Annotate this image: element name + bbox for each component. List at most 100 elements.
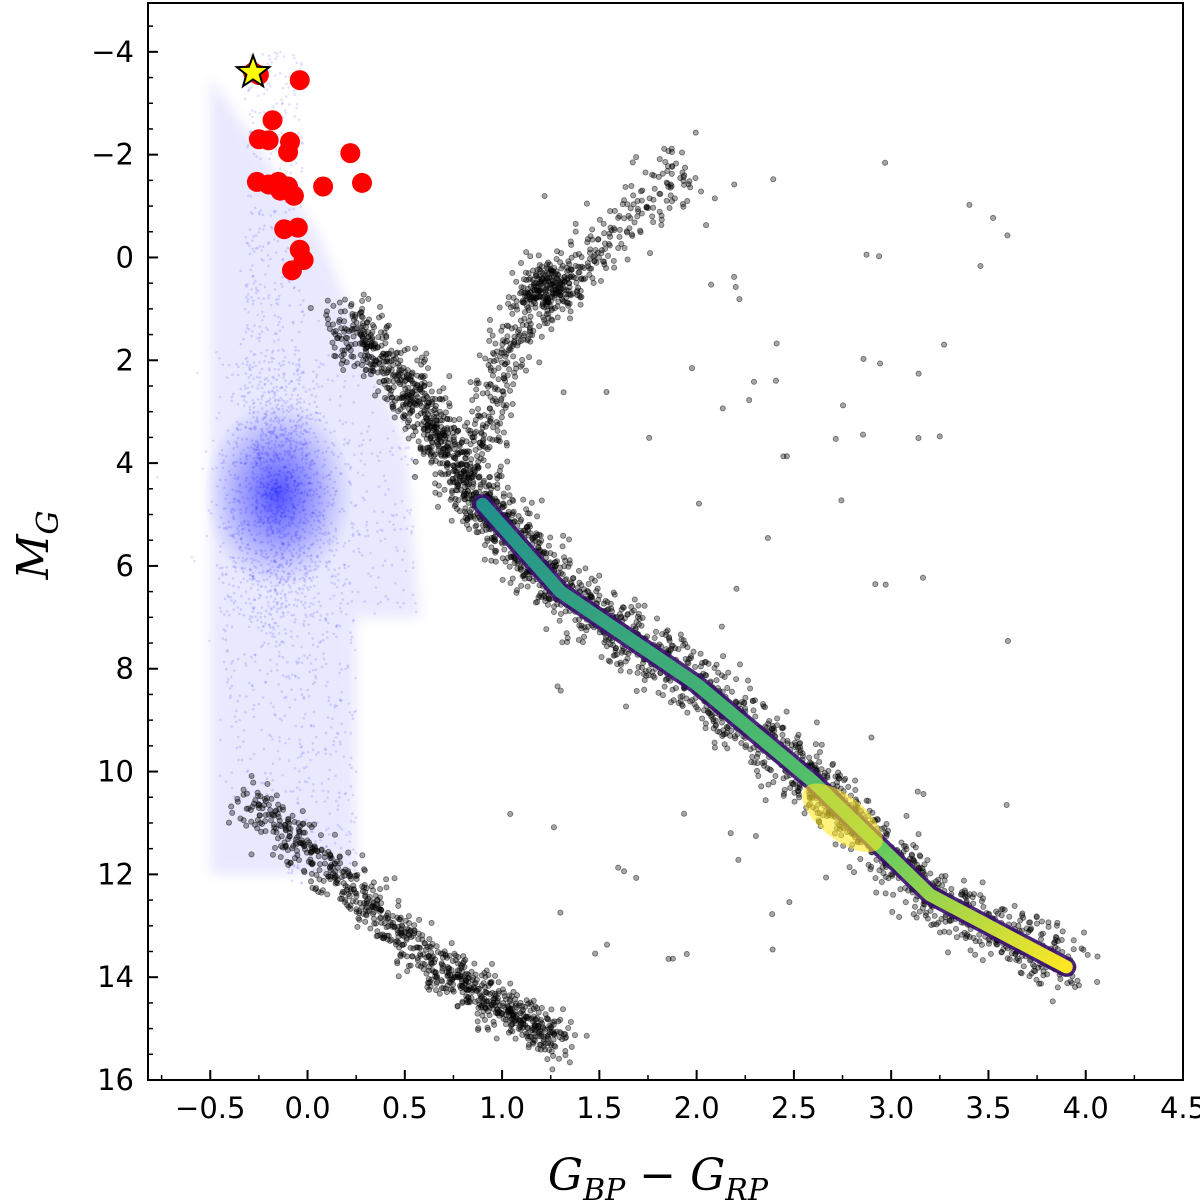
background-star	[224, 478, 227, 482]
background-star	[287, 591, 291, 594]
background-star	[279, 433, 283, 436]
background-star	[272, 209, 276, 213]
background-star	[252, 447, 255, 451]
background-star	[283, 578, 287, 582]
main-sequence-star	[570, 575, 577, 582]
background-star	[252, 377, 256, 380]
background-star	[344, 792, 348, 795]
background-star	[273, 499, 276, 503]
main-sequence-star	[1049, 998, 1056, 1005]
main-sequence-star	[795, 788, 802, 795]
main-sequence-star	[753, 767, 760, 774]
background-star	[277, 682, 280, 686]
background-star	[319, 604, 322, 608]
main-sequence-star	[692, 663, 699, 670]
background-star	[246, 543, 249, 547]
background-star	[307, 481, 311, 484]
background-star	[273, 332, 277, 335]
background-star	[255, 499, 259, 502]
background-star	[329, 470, 333, 474]
background-star	[255, 475, 259, 479]
main-sequence-star	[774, 715, 781, 722]
main-sequence-star	[348, 300, 355, 307]
background-star	[248, 529, 251, 533]
background-star	[365, 490, 369, 493]
background-star	[246, 300, 249, 304]
background-star	[257, 516, 261, 519]
background-star	[297, 657, 301, 660]
background-star	[259, 645, 263, 649]
background-star	[258, 457, 261, 461]
background-star	[303, 601, 307, 604]
main-sequence-star	[356, 310, 363, 317]
background-star	[245, 323, 249, 327]
background-star	[315, 455, 319, 459]
background-star	[260, 551, 264, 555]
background-star	[218, 525, 221, 529]
background-star	[258, 492, 261, 495]
background-star	[294, 444, 298, 448]
background-star	[273, 558, 277, 562]
background-star	[305, 615, 309, 619]
background-star	[261, 522, 265, 525]
background-star	[284, 393, 288, 396]
background-star	[275, 577, 279, 581]
background-star	[284, 592, 287, 596]
main-sequence-star	[372, 392, 379, 399]
main-sequence-star	[341, 347, 348, 354]
main-sequence-star	[738, 740, 745, 747]
background-star	[259, 480, 263, 484]
background-star	[338, 796, 341, 799]
background-star	[364, 534, 367, 538]
background-star	[211, 467, 214, 471]
background-star	[338, 404, 342, 407]
background-star	[309, 523, 313, 527]
background-star	[339, 472, 342, 475]
main-sequence-star	[456, 473, 463, 480]
background-star	[252, 456, 255, 460]
main-sequence-star	[520, 496, 527, 503]
background-star	[273, 521, 277, 525]
main-sequence-star	[417, 410, 424, 417]
background-star	[222, 507, 226, 511]
background-star	[300, 752, 304, 756]
background-star	[249, 373, 253, 377]
background-star	[293, 285, 296, 289]
background-star	[269, 494, 273, 498]
background-star	[351, 812, 354, 816]
main-sequence-star	[413, 397, 420, 404]
background-star	[236, 436, 240, 440]
background-star	[248, 426, 251, 430]
background-star	[280, 541, 284, 544]
background-star	[401, 558, 404, 561]
background-star	[224, 497, 227, 501]
background-star	[224, 526, 228, 529]
background-star	[286, 611, 290, 614]
background-star	[252, 411, 255, 415]
background-star	[240, 566, 243, 570]
background-star	[289, 472, 292, 476]
background-star	[290, 535, 293, 538]
background-star	[294, 345, 297, 349]
background-star	[277, 469, 281, 472]
background-star	[307, 588, 310, 592]
background-star	[272, 460, 276, 464]
background-star	[399, 527, 403, 531]
background-star	[298, 536, 302, 540]
background-star	[232, 608, 236, 612]
background-star	[256, 514, 259, 518]
background-star	[294, 424, 297, 428]
background-star	[239, 461, 243, 464]
background-star	[225, 527, 229, 531]
background-star	[329, 703, 333, 706]
background-star	[301, 410, 304, 413]
background-star	[258, 571, 261, 575]
background-star	[265, 529, 268, 533]
background-star	[414, 474, 418, 478]
background-star	[328, 477, 332, 481]
main-sequence-star	[453, 505, 460, 512]
background-star	[344, 421, 348, 424]
background-star	[265, 349, 269, 352]
background-star	[274, 416, 278, 420]
background-star	[304, 442, 307, 445]
